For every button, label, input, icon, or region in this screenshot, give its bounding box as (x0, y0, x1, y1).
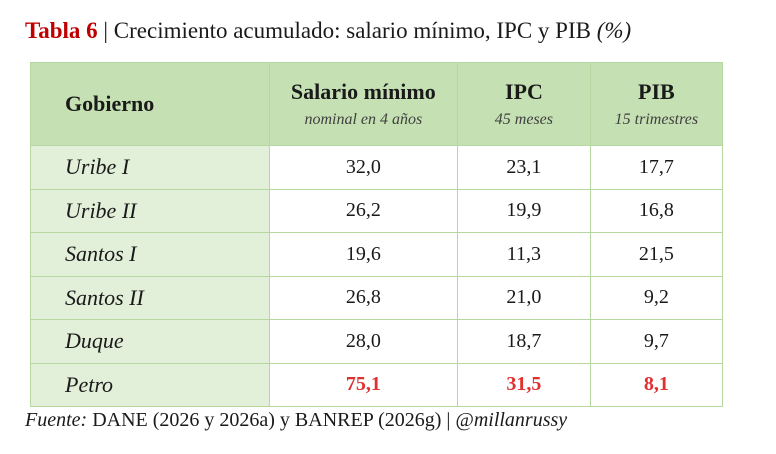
cell: 32,0 (268, 145, 459, 190)
table-row: Uribe II 26,2 19,9 16,8 (30, 188, 724, 233)
column-header: Salario mínimo nominal en 4 años (268, 62, 459, 146)
column-header: Gobierno (30, 62, 270, 146)
table-row: Santos II 26,8 21,0 9,2 (30, 275, 724, 320)
column-name: PIB (638, 79, 675, 104)
cell: 21,5 (589, 232, 724, 277)
table-body: Uribe I 32,0 23,1 17,7 Uribe II 26,2 19,9 16,8 S… (30, 145, 724, 407)
source-text: DANE (2026 y 2026a) y BANREP (2026g) | (92, 409, 451, 431)
column-name: IPC (504, 79, 543, 104)
table-title: Tabla 6 | Crecimiento acumulado: salario… (25, 18, 631, 44)
row-label: Duque (30, 319, 270, 364)
source-handle: @millanrussy (455, 409, 568, 431)
column-name: Gobierno (65, 91, 155, 116)
cell: 17,7 (589, 145, 724, 190)
cell: 23,1 (457, 145, 591, 190)
cell: 18,7 (457, 319, 591, 364)
cell: 16,8 (589, 188, 724, 233)
row-label: Petro (30, 362, 270, 407)
row-label: Santos I (30, 232, 270, 277)
cell: 21,0 (457, 275, 591, 320)
cell: 8,1 (589, 362, 724, 407)
cell: 75,1 (268, 362, 459, 407)
column-subtitle: 45 meses (494, 111, 554, 128)
cell: 19,9 (457, 188, 591, 233)
column-header: IPC 45 meses (457, 62, 591, 146)
table-row: Petro 75,1 31,5 8,1 (30, 362, 724, 407)
title-text: | Crecimiento acumulado: salario mínimo,… (103, 18, 591, 43)
data-table: Gobierno Salario mínimo nominal en 4 años I… (30, 62, 724, 407)
cell: 31,5 (457, 362, 591, 407)
title-unit: (%) (596, 18, 632, 43)
table-number: Tabla 6 (25, 18, 98, 43)
cell: 19,6 (268, 232, 459, 277)
row-label: Uribe I (30, 145, 270, 190)
cell: 9,2 (589, 275, 724, 320)
table-row: Duque 28,0 18,7 9,7 (30, 319, 724, 364)
column-name: Salario mínimo (290, 79, 436, 104)
column-subtitle: 15 trimestres (614, 111, 699, 128)
column-header: PIB 15 trimestres (589, 62, 724, 146)
header-row: Gobierno Salario mínimo nominal en 4 años I… (30, 62, 724, 146)
cell: 26,2 (268, 188, 459, 233)
row-label: Uribe II (30, 188, 270, 233)
column-subtitle: nominal en 4 años (304, 111, 423, 128)
cell: 11,3 (457, 232, 591, 277)
cell: 26,8 (268, 275, 459, 320)
source-label: Fuente: (25, 409, 88, 431)
row-label: Santos II (30, 275, 270, 320)
cell: 9,7 (589, 319, 724, 364)
table-row: Santos I 19,6 11,3 21,5 (30, 232, 724, 277)
cell: 28,0 (268, 319, 459, 364)
source: Fuente: DANE (2026 y 2026a) y BANREP (20… (25, 409, 567, 432)
table-head: Gobierno Salario mínimo nominal en 4 años I… (30, 62, 724, 146)
table-row: Uribe I 32,0 23,1 17,7 (30, 145, 724, 190)
